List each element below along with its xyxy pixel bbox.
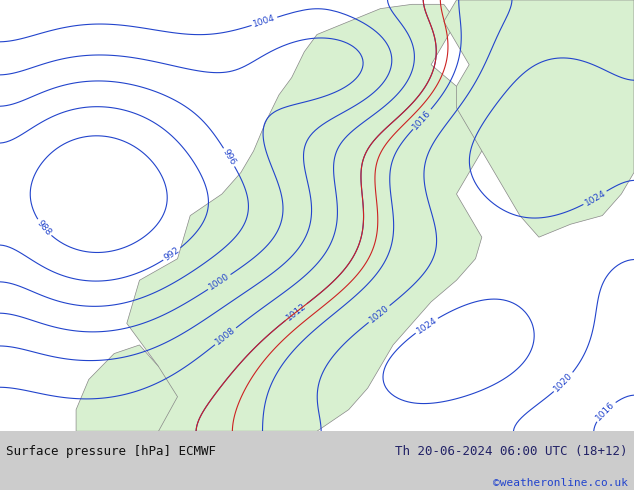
Text: 1016: 1016 [411,108,433,131]
Text: 1008: 1008 [214,325,237,347]
Text: Th 20-06-2024 06:00 UTC (18+12): Th 20-06-2024 06:00 UTC (18+12) [395,445,628,458]
Text: 1016: 1016 [594,400,617,422]
Text: Surface pressure [hPa] ECMWF: Surface pressure [hPa] ECMWF [6,445,216,458]
Text: 996: 996 [221,147,238,167]
Text: 1012: 1012 [285,301,308,322]
Text: ©weatheronline.co.uk: ©weatheronline.co.uk [493,478,628,488]
Point [0,427,5,435]
Point [0,427,5,435]
Point [0,427,5,435]
Text: 1000: 1000 [207,272,231,292]
Text: 1020: 1020 [367,303,391,325]
Point [0,427,5,435]
Text: 992: 992 [162,245,181,263]
Point [0,427,5,435]
Point [0,427,5,435]
Point [0,427,5,435]
Point [0,427,5,435]
Text: 988: 988 [35,219,53,237]
Text: 1004: 1004 [252,14,276,29]
Text: 1024: 1024 [583,189,607,208]
Text: 1024: 1024 [415,316,439,336]
Text: 1020: 1020 [552,371,575,393]
